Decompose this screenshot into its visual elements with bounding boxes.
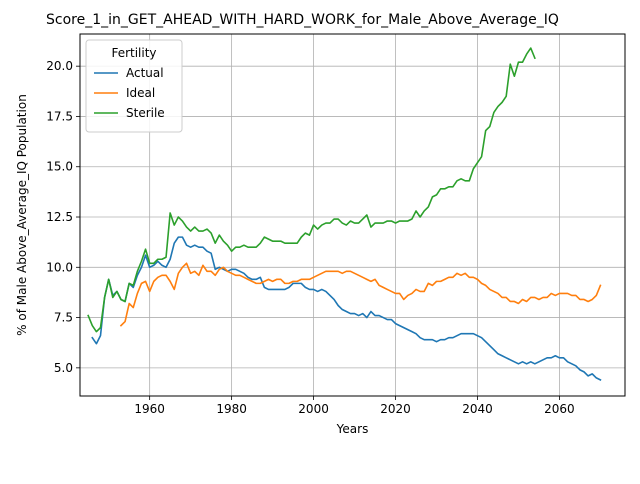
x-tick-label: 2020 bbox=[380, 402, 411, 416]
x-tick-label: 2060 bbox=[544, 402, 575, 416]
legend-box bbox=[85, 39, 183, 133]
series-lines bbox=[87, 47, 602, 381]
y-tick-label: 5.0 bbox=[54, 361, 73, 375]
axis-ticks: 1960 1980 2000 2020 2040 2060 5.0 7.5 10.0 12.5 15… bbox=[46, 59, 574, 416]
y-tick-label: 12.5 bbox=[46, 210, 73, 224]
legend: Fertility Actual Ideal Sterile bbox=[85, 39, 183, 133]
legend-title: Fertility bbox=[111, 46, 156, 60]
y-tick-label: 15.0 bbox=[46, 160, 73, 174]
x-axis-label: Years bbox=[336, 422, 369, 436]
series-line-sterile bbox=[87, 47, 536, 333]
legend-label-sterile: Sterile bbox=[126, 106, 165, 120]
plot-frame bbox=[79, 33, 626, 397]
x-tick-label: 2000 bbox=[298, 402, 329, 416]
y-tick-label: 20.0 bbox=[46, 59, 73, 73]
y-tick-label: 7.5 bbox=[54, 311, 73, 325]
x-tick-label: 1960 bbox=[134, 402, 165, 416]
series-line-ideal bbox=[119, 262, 602, 327]
y-tick-label: 17.5 bbox=[46, 109, 73, 123]
series-line-actual bbox=[91, 236, 602, 381]
legend-label-ideal: Ideal bbox=[126, 86, 155, 100]
x-tick-label: 1980 bbox=[216, 402, 247, 416]
x-tick-label: 2040 bbox=[462, 402, 493, 416]
legend-label-actual: Actual bbox=[126, 66, 164, 80]
chart-title: Score_1_in_GET_AHEAD_WITH_HARD_WORK_for_… bbox=[46, 12, 559, 28]
y-axis-label: % of Male Above_Average_IQ Population bbox=[15, 94, 29, 336]
y-tick-label: 10.0 bbox=[46, 260, 73, 274]
